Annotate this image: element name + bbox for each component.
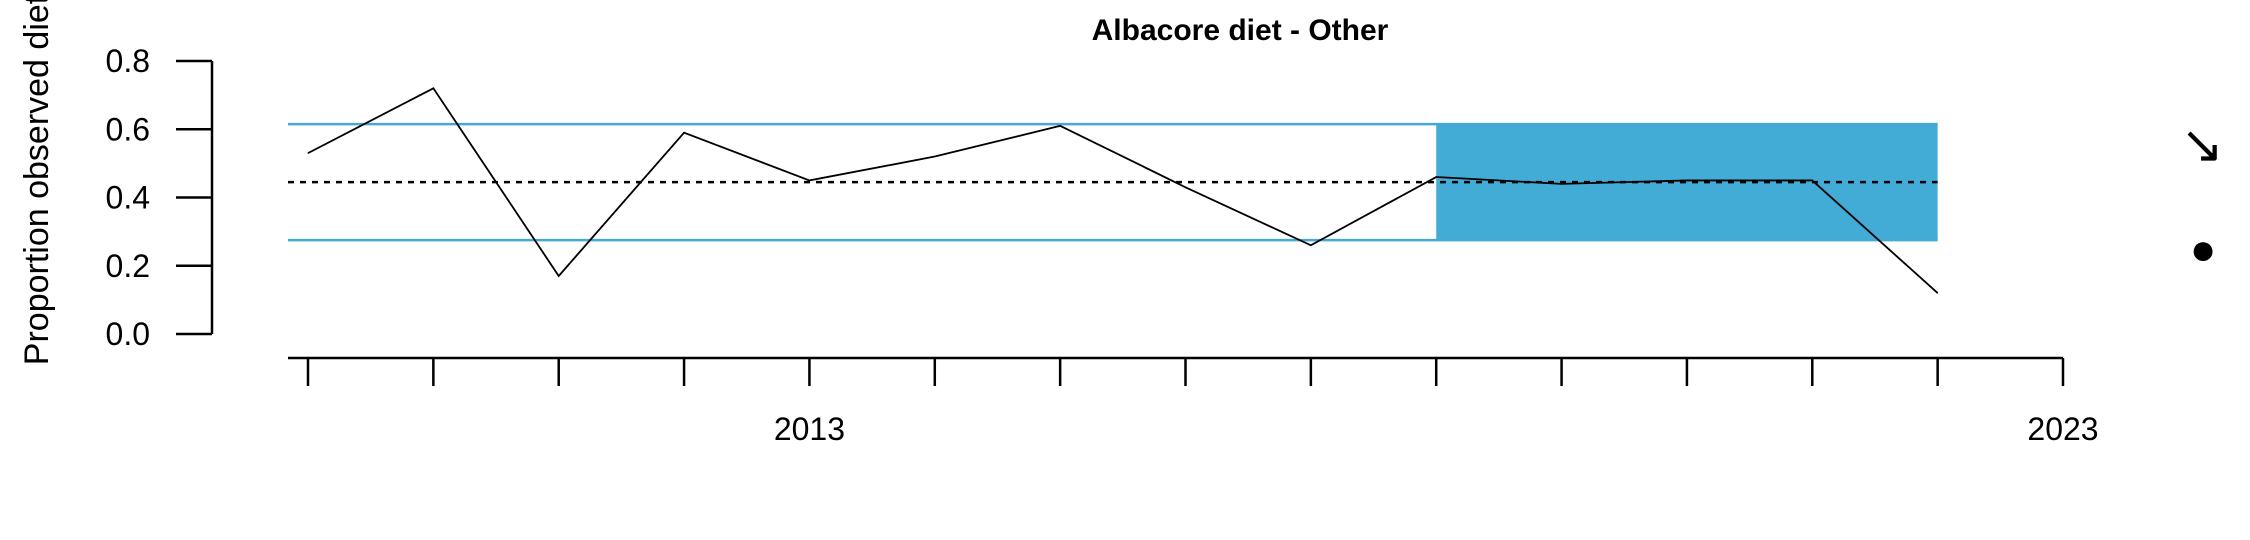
data-point-2018 — [1435, 176, 1437, 178]
data-point-2017 — [1310, 244, 1312, 246]
mean-dot-icon: ● — [2190, 225, 2217, 274]
y-tick-label: 0.4 — [106, 180, 150, 216]
data-point-2019 — [1561, 183, 1563, 185]
data-point-2016 — [1185, 186, 1186, 188]
y-tick-label: 0.2 — [106, 248, 150, 284]
x-axis: 2013 2023 — [288, 356, 2099, 447]
data-point-2013 — [808, 179, 810, 181]
y-tick-label: 0.8 — [106, 43, 150, 79]
x-tick-label: 2013 — [774, 411, 845, 447]
trend-arrow-icon: ↘ — [2180, 116, 2224, 174]
chart-title: Albacore diet - Other — [1092, 14, 1389, 47]
x-tick-label: 2023 — [2027, 411, 2098, 447]
data-point-2020 — [1686, 179, 1688, 181]
data-point-2021 — [1811, 179, 1813, 181]
y-axis-title: Proportion observed diet — [18, 0, 56, 365]
bounds-layer — [288, 122, 1938, 242]
data-point-2015 — [1059, 125, 1061, 127]
data-point-2014 — [934, 156, 936, 158]
data-point-2012 — [683, 132, 685, 134]
data-point-2022 — [1937, 292, 1939, 294]
data-point-2011 — [558, 275, 560, 277]
y-axis: 0.0 0.2 0.4 0.6 0.8 — [106, 43, 214, 352]
data-point-2009 — [307, 152, 309, 154]
series-layer — [307, 87, 1939, 294]
y-tick-label: 0.0 — [106, 316, 150, 352]
y-tick-label: 0.6 — [106, 111, 150, 147]
series-line-0 — [307, 87, 1939, 294]
data-point-2010 — [432, 87, 434, 89]
